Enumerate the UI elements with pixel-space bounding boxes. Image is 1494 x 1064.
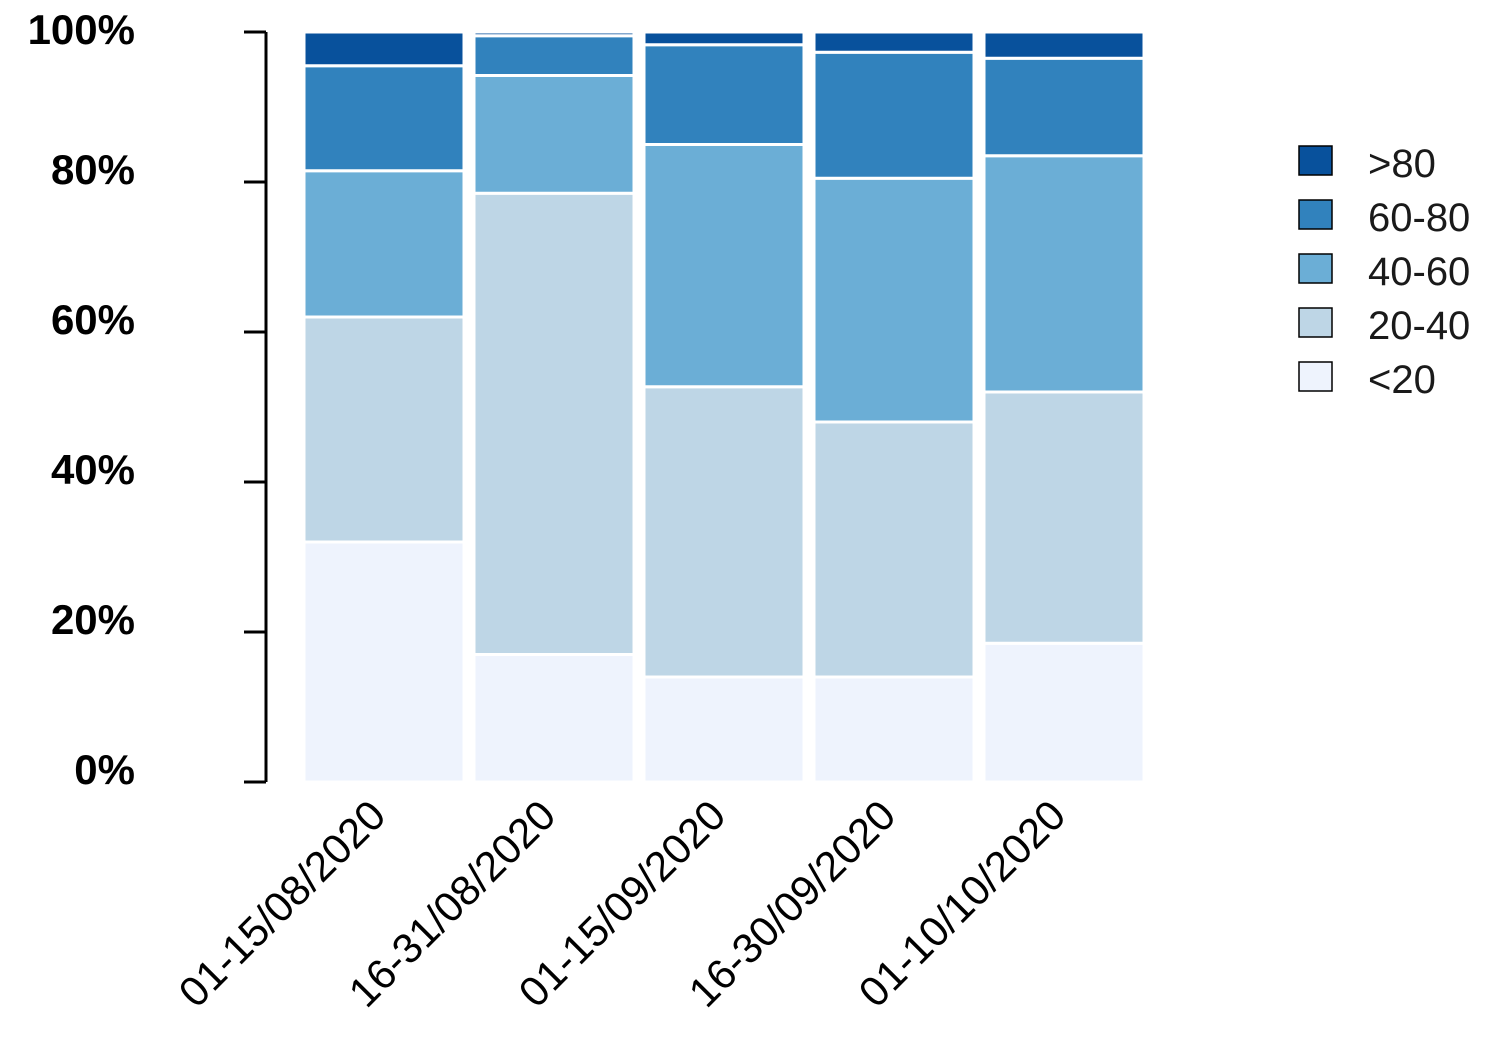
y-axis: 0% 20% 40% 60% 80% 100% xyxy=(28,6,268,793)
bar-segment-4-1 xyxy=(812,675,976,784)
bar-segment-3-1 xyxy=(642,675,806,784)
bar-segment-3-3 xyxy=(642,143,806,389)
bar-segment-1-4 xyxy=(302,64,466,173)
bar-segment-2-1 xyxy=(472,653,636,784)
bar-segment-1-2 xyxy=(302,315,466,544)
y-tick-label: 80% xyxy=(51,146,135,193)
bar-segment-1-3 xyxy=(302,169,466,319)
bar-segment-2-2 xyxy=(472,191,636,656)
bar-segment-2-4 xyxy=(472,34,636,77)
y-tick-label: 0% xyxy=(74,746,135,793)
legend-label: 60-80 xyxy=(1368,196,1470,240)
bar-segment-5-1 xyxy=(982,641,1146,784)
legend-swatch xyxy=(1298,361,1333,392)
legend-swatch xyxy=(1298,145,1333,176)
bar-segment-5-4 xyxy=(982,56,1146,158)
bar-segment-3-2 xyxy=(642,385,806,679)
bar-segment-5-5 xyxy=(982,30,1146,60)
bar-segment-5-2 xyxy=(982,390,1146,645)
bar-segment-4-5 xyxy=(812,30,976,54)
bar-segment-4-4 xyxy=(812,50,976,180)
legend-label: 40-60 xyxy=(1368,250,1470,294)
y-tick-label: 100% xyxy=(28,6,135,53)
x-axis-labels: 01-15/08/202016-31/08/202001-15/09/20201… xyxy=(170,791,1075,1016)
legend-swatch xyxy=(1298,307,1333,338)
bar-segment-3-5 xyxy=(642,30,806,47)
legend-label: 20-40 xyxy=(1368,304,1470,348)
bar-segment-4-3 xyxy=(812,176,976,424)
y-tick-label: 20% xyxy=(51,596,135,643)
bar-segment-1-1 xyxy=(302,540,466,784)
legend: >80 60-80 40-60 20-40 <20 xyxy=(1298,142,1470,402)
bar-segment-3-4 xyxy=(642,43,806,146)
bar-segment-4-2 xyxy=(812,420,976,679)
bar-segment-2-3 xyxy=(472,74,636,195)
bar-segment-2-5 xyxy=(472,30,636,38)
bar-segment-1-5 xyxy=(302,30,466,68)
legend-label: <20 xyxy=(1368,358,1436,402)
bars-group xyxy=(302,30,1146,784)
legend-label: >80 xyxy=(1368,142,1436,186)
bar-segment-5-3 xyxy=(982,154,1146,394)
legend-swatch xyxy=(1298,253,1333,284)
y-tick-label: 40% xyxy=(51,446,135,493)
legend-swatch xyxy=(1298,199,1333,230)
y-tick-label: 60% xyxy=(51,296,135,343)
